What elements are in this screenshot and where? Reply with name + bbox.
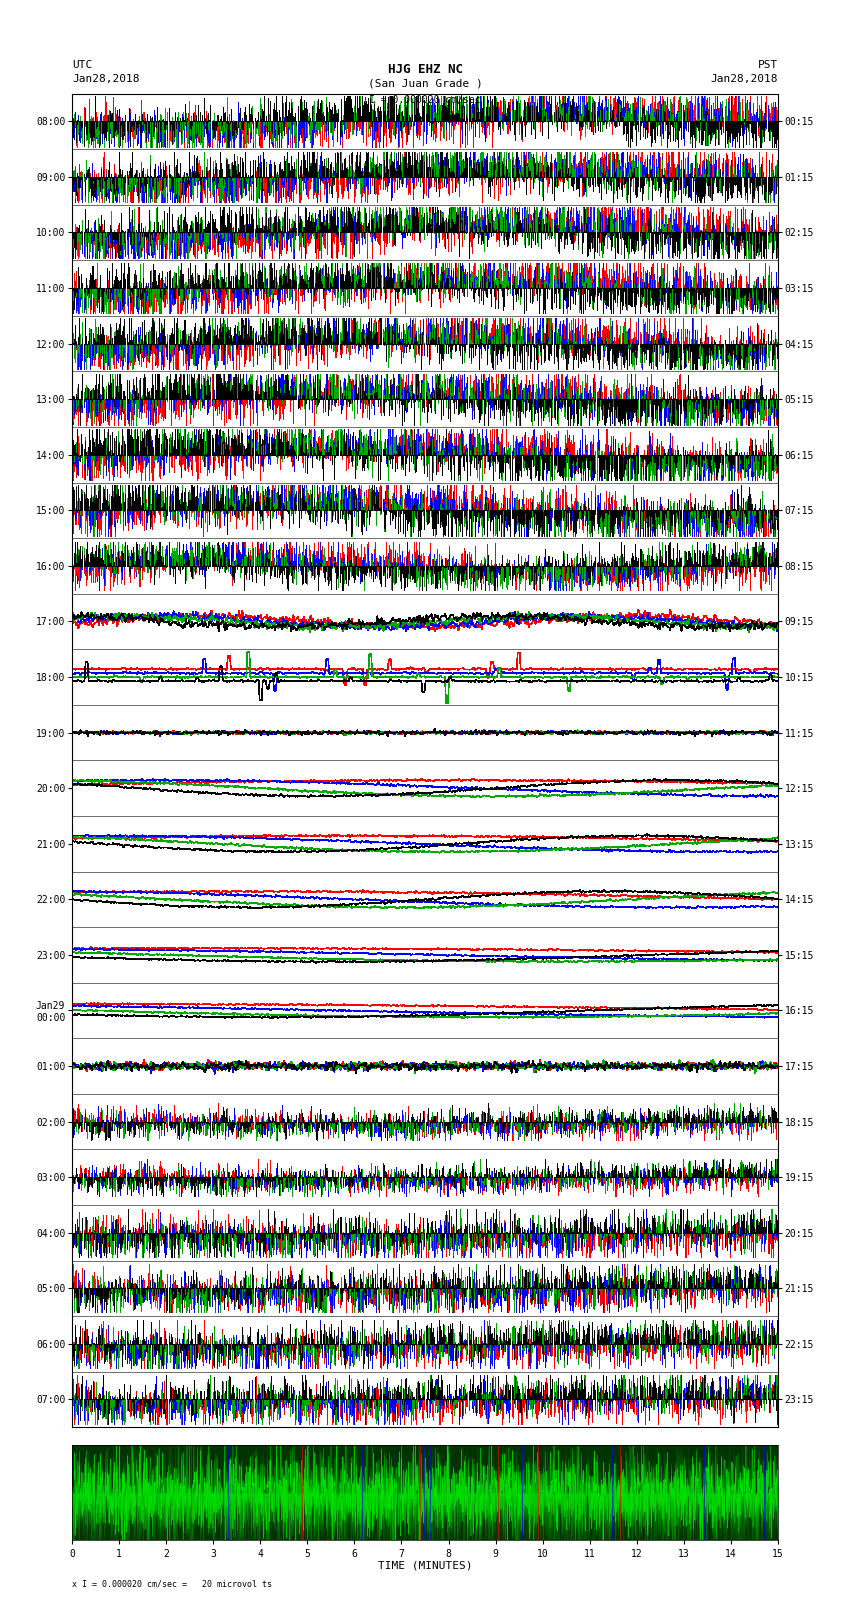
- Text: UTC: UTC: [72, 60, 93, 69]
- Text: Jan28,2018: Jan28,2018: [711, 74, 778, 84]
- Text: (San Juan Grade ): (San Juan Grade ): [367, 79, 483, 89]
- Text: HJG EHZ NC: HJG EHZ NC: [388, 63, 462, 76]
- Text: I = 0.000020 cm/sec: I = 0.000020 cm/sec: [369, 95, 481, 105]
- Text: x I = 0.000020 cm/sec =   20 microvol ts: x I = 0.000020 cm/sec = 20 microvol ts: [72, 1579, 272, 1589]
- X-axis label: TIME (MINUTES): TIME (MINUTES): [377, 1561, 473, 1571]
- Text: PST: PST: [757, 60, 778, 69]
- Text: Jan28,2018: Jan28,2018: [72, 74, 139, 84]
